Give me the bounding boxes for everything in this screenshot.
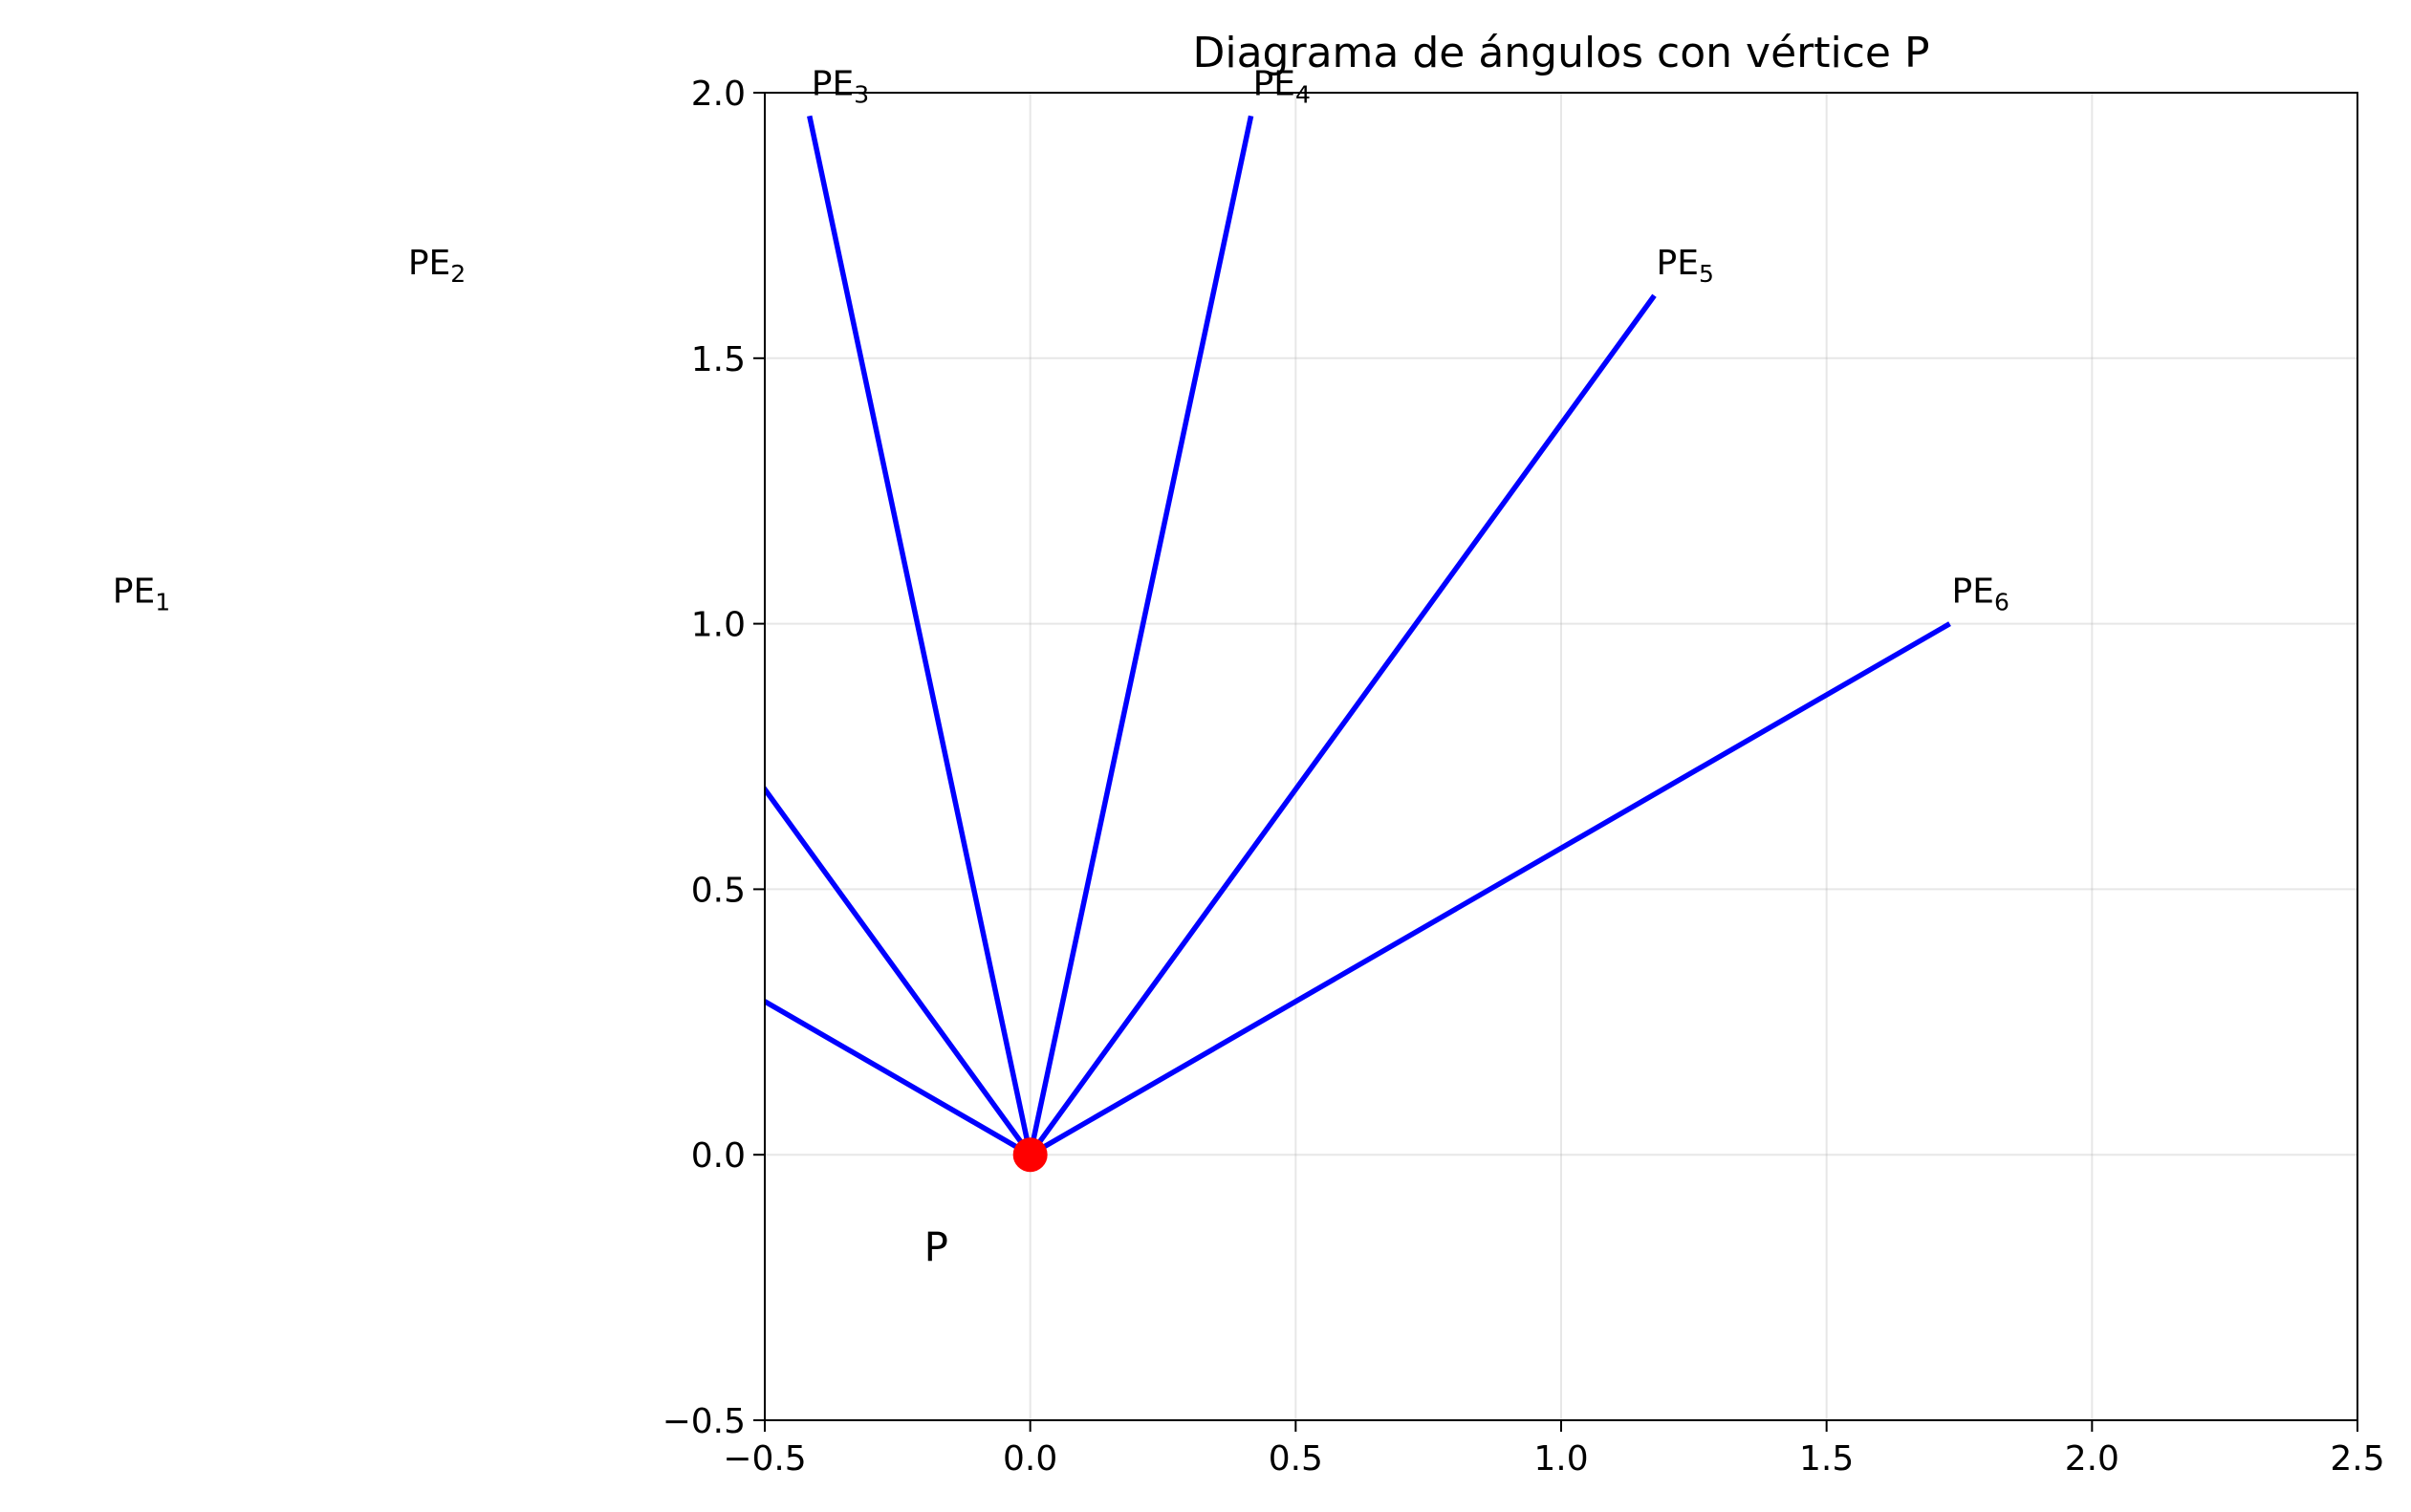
grid [764, 92, 2358, 1421]
ray-label-pe3: PE3 [812, 64, 869, 108]
ray-line-pe1 [765, 998, 1032, 1157]
ray-label-subscript: 5 [1699, 260, 1714, 288]
x-tick-label: 1.0 [1533, 1439, 1588, 1479]
ray-label-subscript: 1 [155, 589, 170, 616]
x-tick-label: 2.5 [2330, 1439, 2384, 1479]
ticks: −0.5 0.0 0.5 1.0 1.5 2.0 2.5 −0.5 0.0 0.5 1.0 1.5 2.… [662, 75, 2385, 1479]
y-tick-label: 2.0 [691, 75, 746, 114]
ray-line-pe2 [765, 785, 1032, 1156]
ray-label-subscript: 4 [1295, 80, 1311, 108]
x-tick-label: −0.5 [723, 1439, 806, 1479]
ray-line-pe5 [1028, 293, 1657, 1156]
ray-line-pe3 [807, 115, 1033, 1156]
y-tick-label: 1.5 [691, 340, 746, 379]
ray-label-pe6: PE6 [1952, 572, 2009, 616]
vertex-label: P [924, 1223, 948, 1270]
ray-label-name: PE [812, 64, 854, 103]
x-tick-label: 1.5 [1799, 1439, 1854, 1479]
y-tick-label: 1.0 [691, 606, 746, 645]
ray-label-subscript: 2 [450, 260, 466, 288]
x-tick-label: 2.0 [2065, 1439, 2119, 1479]
y-tick-label: 0.0 [691, 1136, 746, 1176]
ray-line-pe6 [1029, 621, 1951, 1157]
ray-label-pe5: PE5 [1657, 244, 1714, 288]
x-tick-label: 0.5 [1269, 1439, 1323, 1479]
ray-label-subscript: 6 [1994, 589, 2009, 616]
ray-label-pe2: PE2 [408, 244, 466, 288]
rays [765, 115, 1951, 1157]
y-tick-label: 0.5 [691, 871, 746, 910]
ray-label-subscript: 3 [854, 80, 869, 108]
ray-label-name: PE [1253, 64, 1295, 103]
ray-label-pe1: PE1 [113, 572, 170, 616]
ray-label-name: PE [1952, 572, 1994, 612]
ray-label-name: PE [408, 244, 450, 283]
vertex: P [924, 1137, 1048, 1270]
chart-title: Diagrama de ángulos con vértice P [1192, 29, 1929, 77]
ray-label-name: PE [113, 572, 155, 612]
y-tick-label: −0.5 [662, 1402, 746, 1441]
ray-label-name: PE [1657, 244, 1699, 283]
ray-line-pe4 [1027, 115, 1254, 1156]
vertex-point [1012, 1137, 1048, 1173]
x-tick-label: 0.0 [1003, 1439, 1057, 1479]
ray-label-pe4: PE4 [1253, 64, 1311, 108]
